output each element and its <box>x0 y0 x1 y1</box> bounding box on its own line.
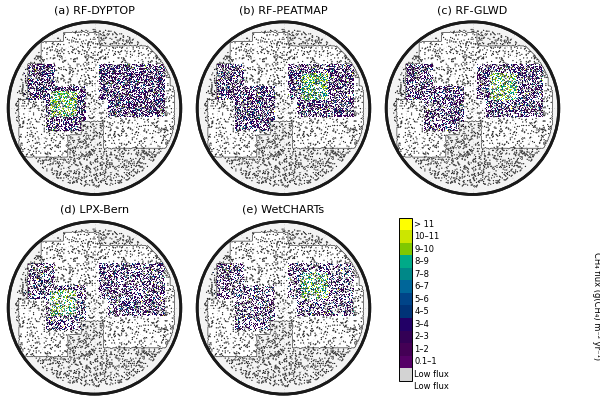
Bar <box>399 268 412 280</box>
Bar <box>399 356 412 368</box>
Polygon shape <box>107 0 461 285</box>
Bar <box>399 343 412 356</box>
Polygon shape <box>296 0 600 285</box>
Text: (d) LPX-Bern: (d) LPX-Bern <box>60 205 129 215</box>
Text: 7–8: 7–8 <box>414 270 429 279</box>
Text: 2–3: 2–3 <box>414 332 429 341</box>
Bar <box>399 230 412 243</box>
Text: > 11: > 11 <box>414 220 434 229</box>
Polygon shape <box>0 131 271 416</box>
Text: (b) RF-PEATMAP: (b) RF-PEATMAP <box>239 5 328 15</box>
Bar <box>399 218 412 381</box>
Text: 8–9: 8–9 <box>414 257 429 266</box>
Bar <box>399 318 412 330</box>
Text: 0.1–1: 0.1–1 <box>414 357 437 366</box>
Polygon shape <box>107 131 461 416</box>
Text: Low flux: Low flux <box>414 382 449 391</box>
Text: 1–2: 1–2 <box>414 345 429 354</box>
Text: 9–10: 9–10 <box>414 245 434 254</box>
Circle shape <box>8 221 181 394</box>
Text: (e) WetCHARTs: (e) WetCHARTs <box>242 205 325 215</box>
Circle shape <box>197 221 370 394</box>
Bar <box>399 255 412 268</box>
Circle shape <box>8 22 181 195</box>
Text: (c) RF-GLWD: (c) RF-GLWD <box>437 5 508 15</box>
Bar <box>399 305 412 318</box>
Text: Low flux: Low flux <box>414 370 449 379</box>
Bar <box>399 293 412 305</box>
Bar <box>399 280 412 293</box>
Bar <box>399 243 412 255</box>
Bar <box>399 218 412 230</box>
Text: (a) RF-DYPTOP: (a) RF-DYPTOP <box>54 5 135 15</box>
Bar <box>399 368 412 381</box>
Text: 4–5: 4–5 <box>414 307 429 316</box>
Text: 5–6: 5–6 <box>414 295 429 304</box>
Text: 3–4: 3–4 <box>414 320 429 329</box>
Text: 10–11: 10–11 <box>414 232 439 241</box>
Polygon shape <box>0 0 271 285</box>
Bar <box>399 330 412 343</box>
Text: 6–7: 6–7 <box>414 282 429 291</box>
Text: CH₄ flux (g(CH₄) m⁻² yr⁻¹): CH₄ flux (g(CH₄) m⁻² yr⁻¹) <box>593 252 600 360</box>
Circle shape <box>386 22 559 195</box>
Circle shape <box>197 22 370 195</box>
